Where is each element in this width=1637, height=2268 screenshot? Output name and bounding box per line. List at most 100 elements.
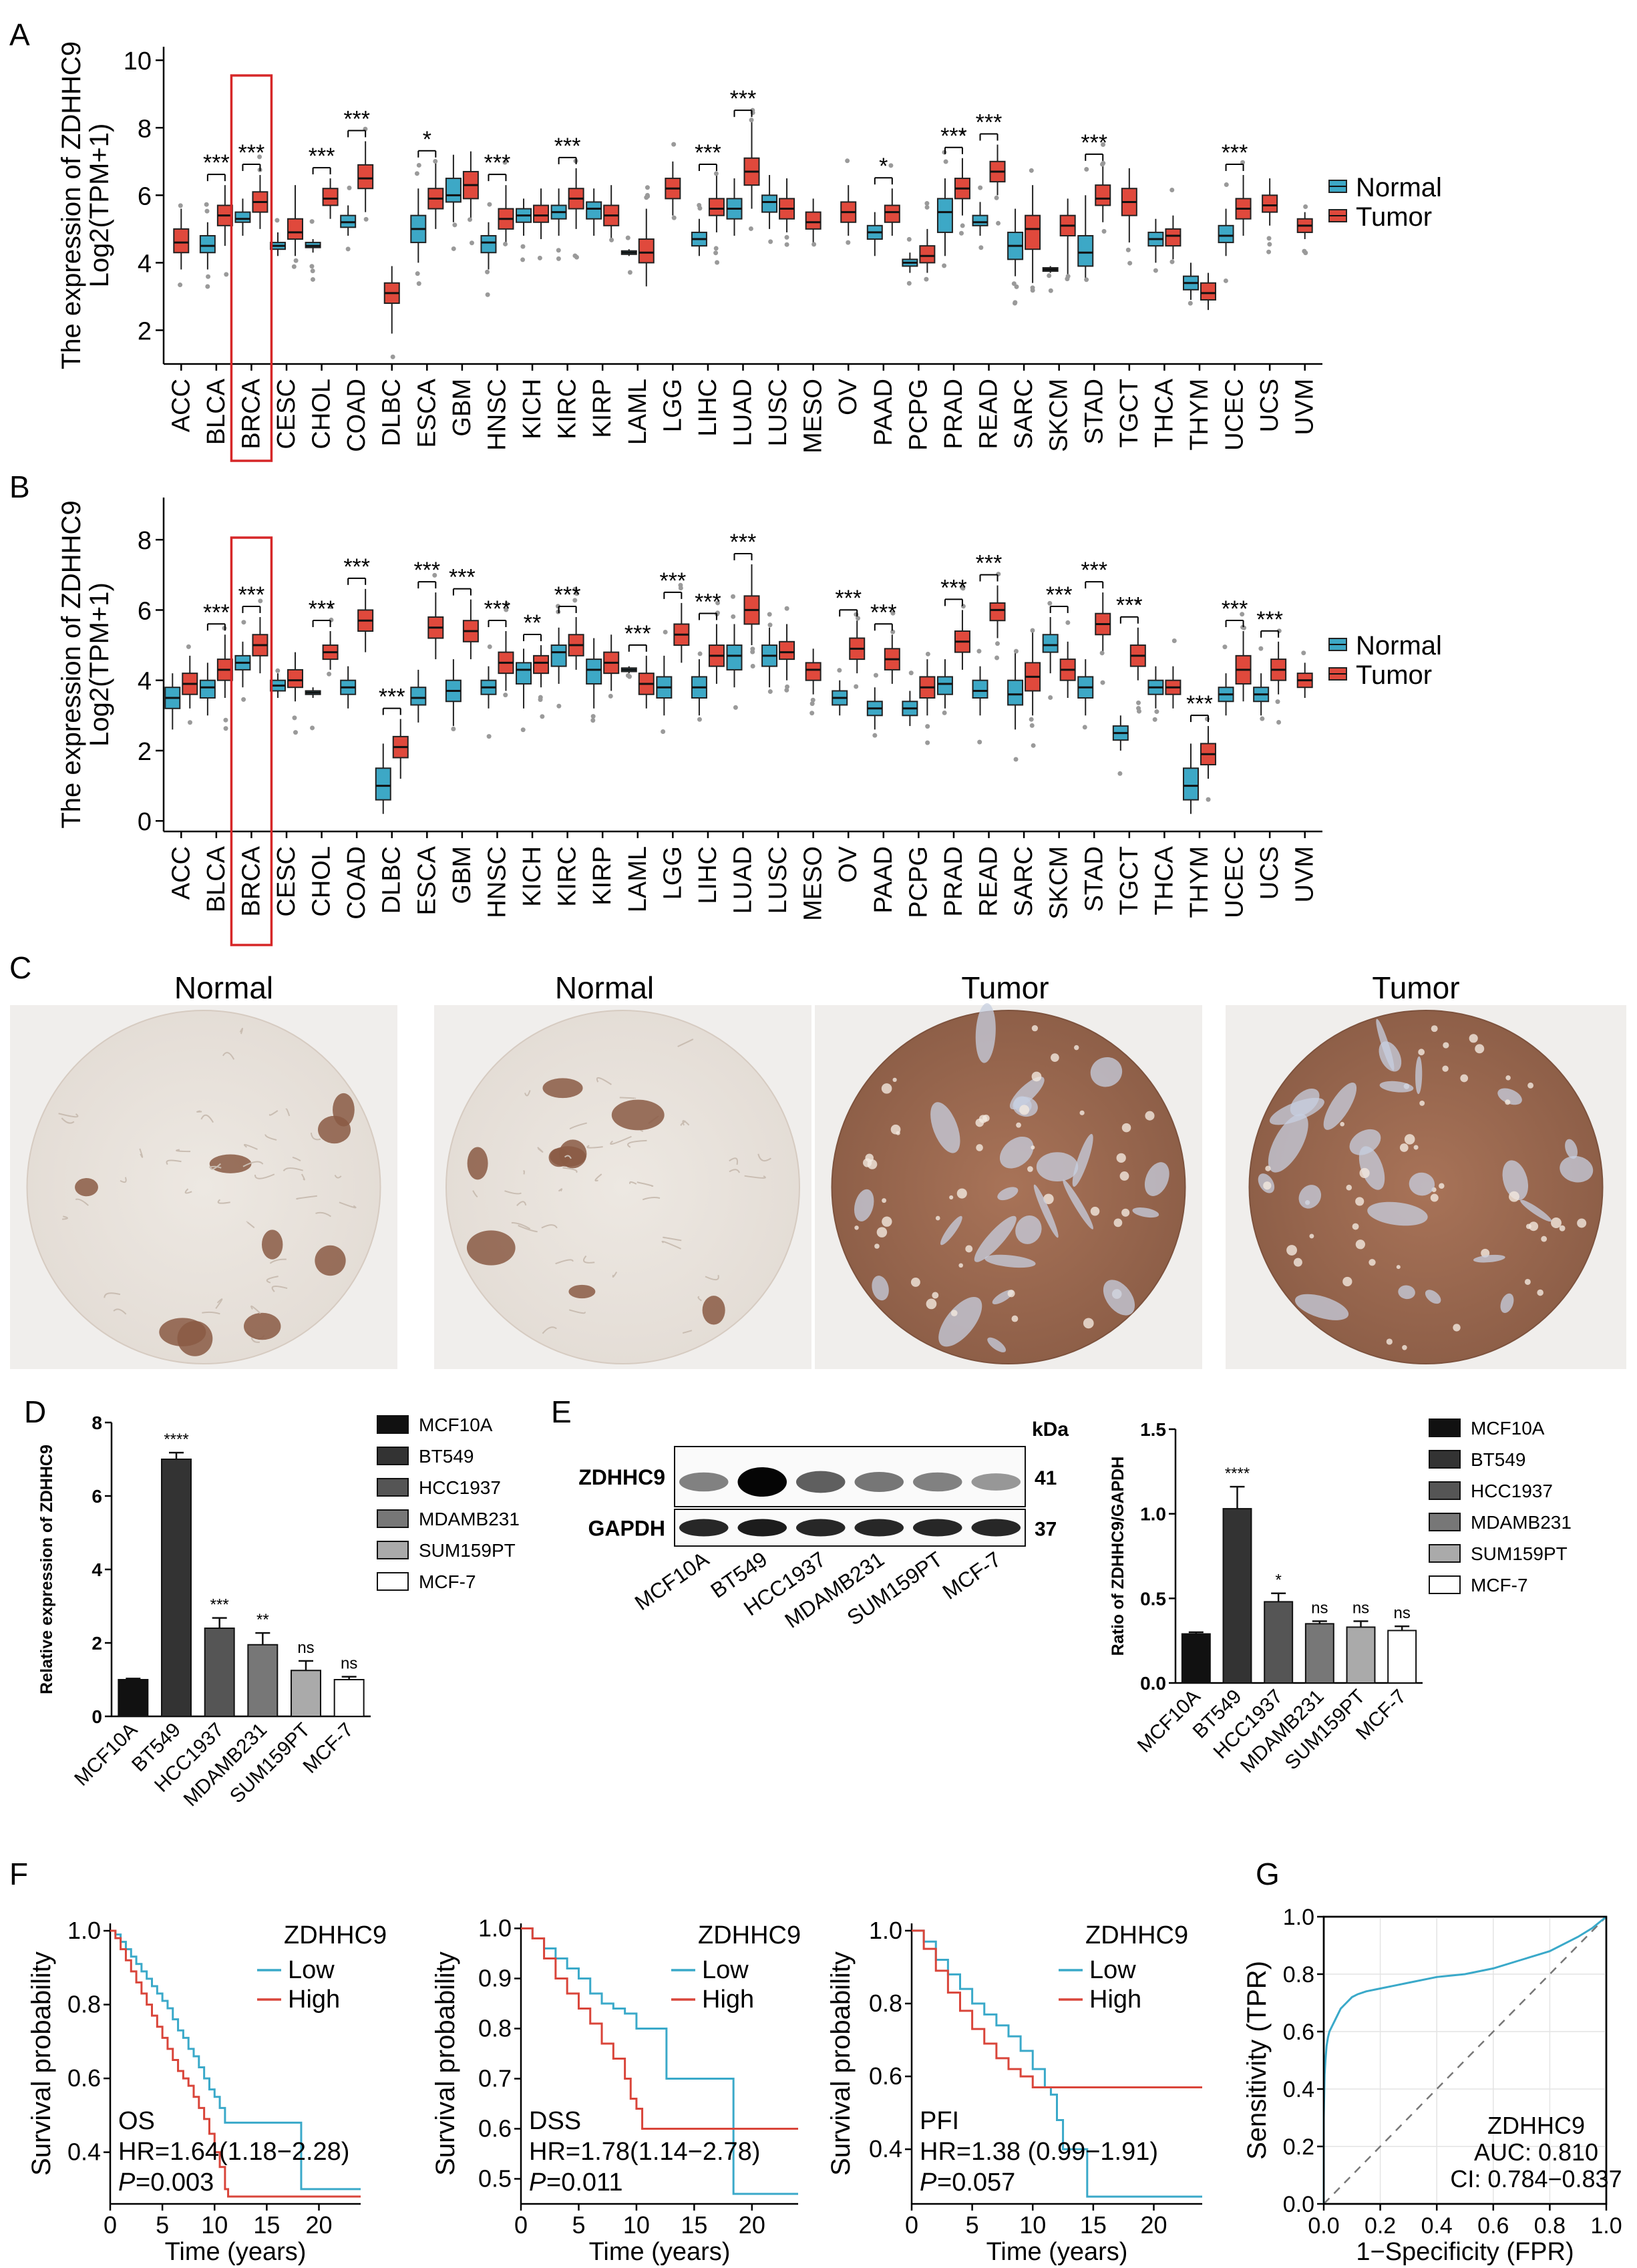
outlier-point <box>537 255 542 260</box>
fiber-strand <box>239 1028 244 1034</box>
box-body <box>936 676 953 695</box>
box-normal-ucs <box>1253 646 1270 721</box>
significance-bracket: *** <box>484 596 510 627</box>
x-tick-label: 5 <box>966 2211 979 2239</box>
box-tumor-chol <box>322 178 339 219</box>
significance-label: ns <box>1393 1604 1410 1622</box>
box-tumor-ucs <box>1270 628 1287 725</box>
box-body <box>1025 214 1041 250</box>
x-tick-label: LGG <box>659 379 687 432</box>
stained-duct <box>611 1099 665 1131</box>
box-tumor-thym <box>1200 272 1216 311</box>
y-tick-label: 1.0 <box>67 1917 101 1944</box>
stroma-patch <box>1132 1207 1159 1218</box>
outlier-point <box>1099 650 1105 656</box>
significance-bracket: *** <box>730 530 756 560</box>
significance-bracket: *** <box>203 150 230 182</box>
stroma-patch <box>1425 1290 1441 1304</box>
legend-label-mdamb231: MDAMB231 <box>1471 1512 1572 1533</box>
fiber-strand <box>629 1181 637 1185</box>
x-tick-label: KIRP <box>588 846 616 906</box>
x-tick-label: TGCT <box>1115 846 1143 915</box>
outlier-point <box>627 270 632 275</box>
box-tumor-esca <box>427 159 444 229</box>
significance-label: *** <box>309 144 335 169</box>
box-normal-ov <box>832 668 848 716</box>
stained-duct <box>568 1284 596 1299</box>
box-normal-gbm <box>445 154 462 251</box>
blot-band-lane-5 <box>913 1472 962 1492</box>
legend-swatch-sum159pt <box>1429 1544 1461 1563</box>
box-normal-coad <box>340 185 357 252</box>
lumen-spot <box>1505 1099 1511 1105</box>
x-tick-label: 15 <box>253 2211 280 2239</box>
outlier-point <box>1266 236 1272 241</box>
lumen-spot <box>1340 1121 1344 1127</box>
outlier-point <box>504 607 509 612</box>
bar-mcf10a <box>1181 1633 1211 1684</box>
ihc-label-tumor-3: Tumor <box>961 970 1049 1005</box>
outlier-point <box>487 644 492 649</box>
outlier-point <box>502 160 508 165</box>
box-body <box>586 201 602 220</box>
outlier-point <box>1031 743 1036 748</box>
y-tick-label: 2 <box>92 1633 102 1654</box>
legend-label-bt549: BT549 <box>419 1446 474 1467</box>
box-tumor-esca <box>427 572 444 660</box>
legend-label-mdamb231: MDAMB231 <box>419 1509 520 1529</box>
stroma-patch <box>938 1296 982 1347</box>
significance-bracket: *** <box>449 565 476 596</box>
outlier-point <box>1267 242 1272 247</box>
outlier-point <box>1154 709 1159 715</box>
box-tumor-coad <box>357 588 374 652</box>
legend-swatch-mcf10a <box>1429 1419 1461 1437</box>
y-tick-label: 10 <box>124 47 152 75</box>
significance-bracket: *** <box>940 575 967 606</box>
box-body <box>1182 767 1199 801</box>
legend-label-normal: Normal <box>1356 631 1442 660</box>
stroma-patch <box>1349 1129 1381 1155</box>
x-tick-label: CHOL <box>308 379 336 449</box>
outlier-point <box>572 598 578 603</box>
significance-label: **** <box>1225 1465 1250 1483</box>
outlier-point <box>390 354 395 359</box>
km-plot-pfi: 0.4 0.6 0.8 1.0 0 5 10 15 20 Time (years) Survival… <box>826 1917 1202 2266</box>
x-axis-label: Time (years) <box>986 2238 1128 2266</box>
stroma-patch <box>1015 1215 1042 1244</box>
lumen-spot <box>1113 1218 1123 1227</box>
roc-label: ZDHHC9 <box>1487 2112 1585 2139</box>
box-normal-thym <box>1182 743 1199 814</box>
lumen-spot <box>982 1115 990 1122</box>
stroma-patch <box>997 1187 1019 1201</box>
outlier-point <box>925 651 930 656</box>
x-tick-label: COAD <box>343 846 371 920</box>
outlier-point <box>809 711 815 716</box>
bar-mdamb231 <box>1304 1623 1334 1684</box>
legend-label-hcc1937: HCC1937 <box>419 1477 501 1498</box>
box-tumor-luad <box>743 564 760 669</box>
box-tumor-meso <box>805 648 822 716</box>
outlier-point <box>432 572 437 578</box>
box-normal-stad <box>1077 659 1094 730</box>
panel-g-roc-curve: 0.0 0.2 0.4 0.6 0.8 1.0 0.0 0.2 0.4 0.6 0.8 1.0 1−Sp… <box>1242 1905 1622 2266</box>
outlier-point <box>206 274 211 279</box>
fiber-strand <box>569 1122 587 1130</box>
panel-letter-f: F <box>9 1857 28 1891</box>
blot-frame <box>674 1509 1026 1547</box>
box-body <box>234 211 251 223</box>
box-normal-thca <box>1147 218 1164 273</box>
stroma-patch <box>1269 1097 1324 1125</box>
outlier-point <box>1048 695 1053 700</box>
significance-label: *** <box>1081 130 1107 156</box>
box-tumor-pcpg <box>919 201 936 282</box>
significance-bracket: *** <box>484 150 510 182</box>
stroma-patch <box>984 1254 1036 1268</box>
legend-label-high: High <box>288 1986 340 2014</box>
y-axis-label: Survival probability <box>431 1951 460 2176</box>
panel-e-western-blot: kDa ZDHHC9 41 GAPDH 37 MCF10A BT549 HCC1937 MDAM… <box>578 1418 1572 1777</box>
fiber-strand <box>562 1167 578 1173</box>
fiber-strand <box>516 1201 527 1206</box>
significance-label: **** <box>164 1431 188 1449</box>
significance-bracket: *** <box>1116 593 1143 624</box>
y-axis-label-units: Log2(TPM+1) <box>85 124 114 288</box>
